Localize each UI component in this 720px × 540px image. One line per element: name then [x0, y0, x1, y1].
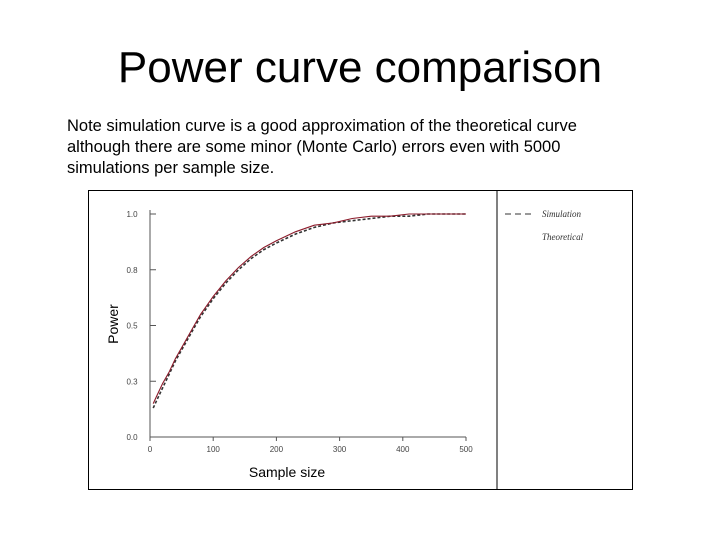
x-axis-label: Sample size	[249, 464, 325, 480]
chart-legend: Simulation Theoretical	[505, 209, 584, 242]
y-tick-label: 0.5	[126, 322, 138, 331]
y-tick-label: 1.0	[126, 210, 138, 219]
note-line-3: simulations per sample size.	[67, 159, 275, 177]
y-tick-label: 0.3	[126, 377, 138, 386]
power-curve-figure: 0 100 200 300 400 500 0.0 0.3 0.5 0.8 1.0 Sample …	[88, 190, 633, 490]
slide-title: Power curve comparison	[117, 43, 603, 92]
note-line-2: although there are some minor (Monte Car…	[67, 138, 561, 156]
note-text: Note simulation curve is a good approxim…	[67, 116, 657, 179]
x-tick-label: 500	[459, 445, 473, 454]
legend-label-simulation: Simulation	[542, 209, 582, 219]
x-tick-label: 200	[270, 445, 284, 454]
x-tick-label: 0	[148, 445, 153, 454]
x-tick-label: 400	[396, 445, 410, 454]
series-line-theoretical	[152, 213, 466, 404]
note-line-1: Note simulation curve is a good approxim…	[67, 117, 577, 135]
x-tick-label: 100	[207, 445, 221, 454]
y-axis-label: Power	[105, 304, 121, 344]
series-line-simulation	[152, 213, 466, 409]
power-curve-chart: 0 100 200 300 400 500 0.0 0.3 0.5 0.8 1.0 Sample …	[88, 190, 633, 490]
x-tick-label: 300	[333, 445, 347, 454]
y-tick-label: 0.0	[126, 433, 138, 442]
y-tick-label: 0.8	[126, 266, 138, 275]
figure-frame	[88, 190, 633, 490]
legend-label-theoretical: Theoretical	[542, 232, 584, 242]
